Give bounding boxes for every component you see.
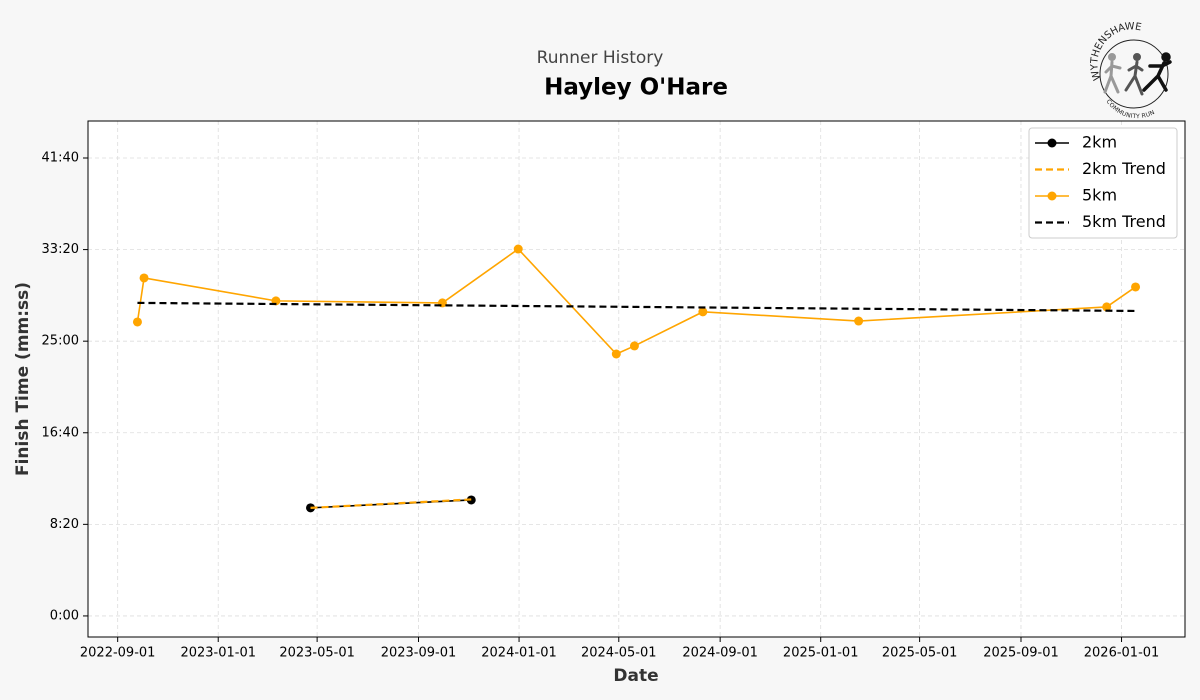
legend-label: 2km: [1082, 133, 1117, 152]
chart-subtitle: Runner History: [537, 48, 664, 68]
data-point: [854, 316, 864, 326]
data-point: [132, 317, 142, 327]
series-line: [137, 301, 1136, 313]
legend: 2km 2km Trend 5km 5km Trend: [1028, 127, 1178, 239]
data-point: [1131, 282, 1141, 292]
x-tick-label: 2026-01-01: [1084, 646, 1160, 661]
plot-frame: [87, 120, 1186, 638]
y-tick-label: 0:00: [50, 608, 79, 623]
series-line: [310, 498, 472, 509]
y-axis-label: Finish Time (mm:ss): [13, 282, 33, 476]
marks: [132, 244, 1141, 513]
y-tick-label: 33:20: [42, 242, 79, 257]
legend-label: 5km: [1082, 186, 1117, 205]
y-tick-label: 41:40: [42, 151, 79, 166]
logo-runners: [1103, 52, 1172, 96]
x-tick-label: 2024-05-01: [581, 646, 657, 661]
x-tick-label: 2025-05-01: [882, 646, 958, 661]
data-point: [629, 341, 639, 351]
x-tick-label: 2025-01-01: [783, 646, 859, 661]
ticks: 2022-09-01 2023-01-01 2023-05-01 2023-09-01…: [42, 151, 1160, 661]
legend-label: 2km Trend: [1082, 159, 1166, 178]
x-tick-label: 2024-01-01: [481, 646, 557, 661]
legend-box: [1028, 127, 1178, 239]
y-tick-label: 25:00: [42, 334, 79, 349]
chart-title: Hayley O'Hare: [544, 75, 728, 101]
plot-area: [88, 121, 1185, 637]
x-tick-label: 2024-09-01: [682, 646, 758, 661]
data-point: [139, 273, 149, 283]
logo-ring: [1099, 39, 1169, 109]
data-point: [1102, 302, 1112, 312]
x-tick-label: 2022-09-01: [80, 646, 156, 661]
legend-label: 5km Trend: [1082, 212, 1166, 231]
x-tick-label: 2023-05-01: [279, 646, 355, 661]
legend-marker: [1047, 191, 1057, 201]
y-tick-label: 8:20: [50, 517, 79, 532]
data-point: [698, 307, 708, 317]
x-tick-label: 2023-01-01: [180, 646, 256, 661]
legend-marker: [1047, 138, 1057, 148]
x-axis-label: Date: [613, 666, 658, 686]
data-point: [611, 349, 621, 359]
x-tick-label: 2023-09-01: [381, 646, 457, 661]
x-tick-label: 2025-09-01: [983, 646, 1059, 661]
y-tick-label: 16:40: [42, 425, 79, 440]
grid: [88, 121, 1185, 637]
data-point: [513, 244, 523, 254]
